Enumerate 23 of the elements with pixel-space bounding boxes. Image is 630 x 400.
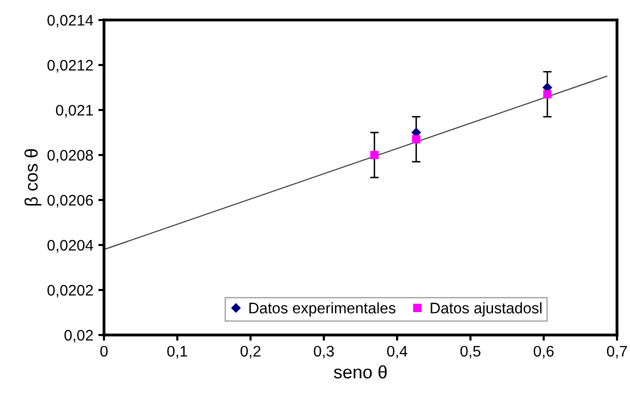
y-tick-label: 0,0208 <box>47 150 93 162</box>
x-tick-label: 0,3 <box>314 346 334 358</box>
x-tick-label: 0 <box>100 346 108 357</box>
x-tick-label: 0,2 <box>240 346 260 358</box>
y-tick-label: 0,0212 <box>47 60 93 72</box>
y-tick-label: 0,021 <box>56 104 93 118</box>
y-tick-label: 0,0206 <box>47 194 93 208</box>
y-tick-label: 0,0214 <box>47 14 94 28</box>
y-tick-label: 0,0202 <box>47 284 93 298</box>
x-tick-label: 0,4 <box>387 346 408 358</box>
x-tick-label: 0,1 <box>167 346 188 358</box>
legend-label: Datos experimentales <box>249 302 396 316</box>
x-tick-label: 0,5 <box>460 346 480 358</box>
point <box>370 150 379 160</box>
point <box>543 90 552 98</box>
x-axis-title: seno θ <box>334 365 387 378</box>
point <box>412 135 420 144</box>
y-tick-label: 0,0204 <box>47 240 94 252</box>
legend-label: Datos ajustadosl <box>430 302 542 316</box>
x-tick-label: 0,7 <box>606 346 627 358</box>
x-tick-label: 0,6 <box>534 346 554 358</box>
y-tick-label: 0,02 <box>64 330 93 342</box>
y-axis-title: β cos θ <box>24 149 42 206</box>
